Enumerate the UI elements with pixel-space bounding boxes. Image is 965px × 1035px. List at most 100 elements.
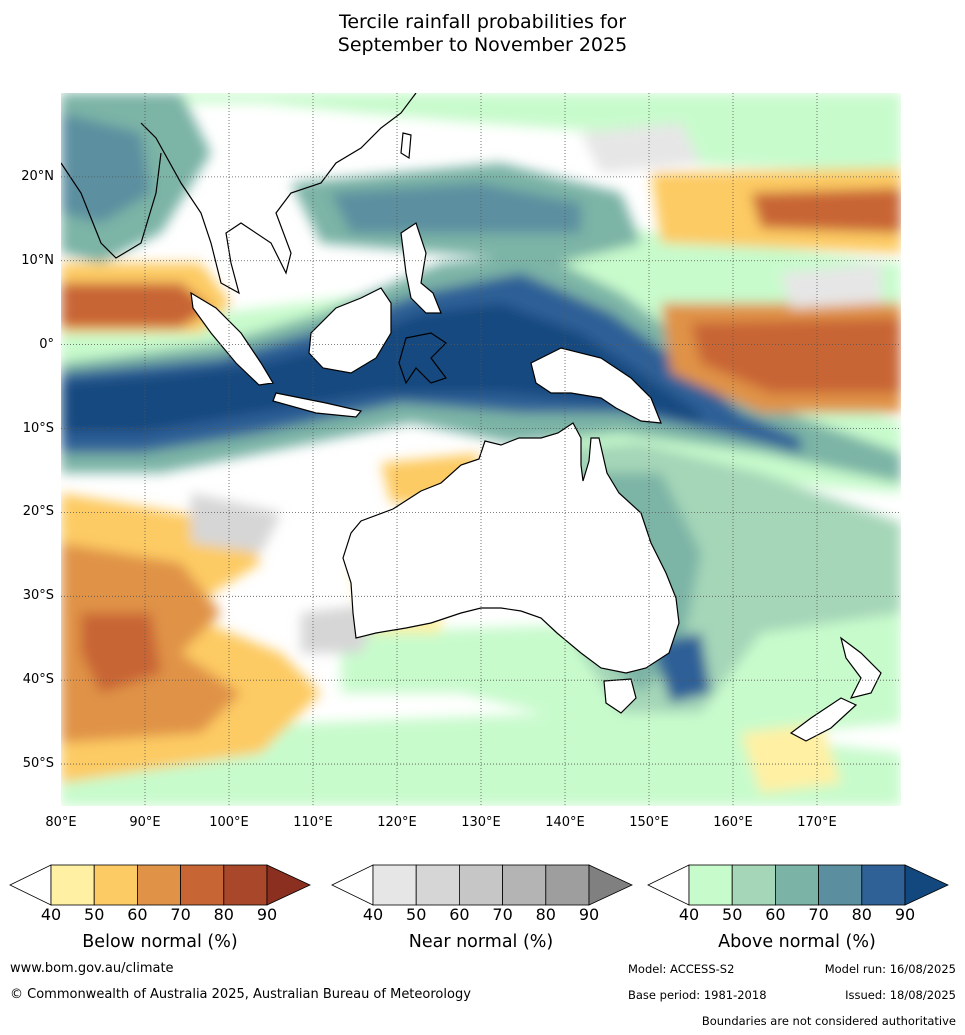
colorbar-tick-label: 50	[406, 905, 427, 924]
colorbar-segment	[545, 864, 590, 906]
longitude-label: 90°E	[129, 815, 161, 830]
latitude-label: 0°	[39, 336, 54, 352]
model-run-date: Model run: 16/08/2025	[824, 962, 956, 976]
new-zealand-south-coastline	[789, 697, 858, 742]
colorbar-tick-label: 70	[808, 905, 829, 924]
colorbar-segment	[861, 864, 906, 906]
latitude-label: 10°N	[21, 252, 54, 268]
colorbar-tick-label: 90	[894, 905, 916, 924]
latitude-label: 30°S	[22, 588, 54, 604]
field-above-70-south-china-sea	[331, 183, 581, 233]
taiwan-coastline	[400, 132, 412, 160]
asia-coastline	[140, 93, 417, 295]
sumatra-coastline	[190, 291, 274, 386]
latitude-label: 40°S	[22, 672, 54, 688]
probability-field	[61, 93, 901, 806]
australia-coastline	[342, 422, 680, 674]
longitude-label: 130°E	[461, 815, 501, 830]
colorbar-high-extension	[266, 864, 311, 906]
sulawesi-coastline	[398, 332, 447, 385]
above-normal-title: Above normal (%)	[718, 932, 876, 952]
colorbar-below-normal	[9, 864, 311, 906]
base-period: Base period: 1981-2018	[628, 988, 767, 1002]
graticule	[61, 93, 901, 806]
colorbar-tick-label: 50	[722, 905, 743, 924]
longitude-label: 110°E	[293, 815, 333, 830]
new-zealand-north-coastline	[840, 636, 882, 699]
colorbar-segment	[93, 864, 138, 906]
colorbar-segment	[223, 864, 268, 906]
rainfall-probability-map	[61, 93, 901, 806]
longitude-label: 170°E	[797, 815, 837, 830]
colorbar-tick-label: 40	[40, 905, 62, 924]
latitude-label: 20°S	[22, 504, 54, 520]
model-name: Model: ACCESS-S2	[628, 962, 735, 976]
field-near-40-north-pacific	[581, 123, 701, 173]
colorbar-tick-label: 50	[84, 905, 105, 924]
colorbar-segment	[774, 864, 819, 906]
field-below-70-west-indian-ocean	[81, 613, 161, 693]
colorbar-tick-label: 80	[213, 905, 234, 924]
near-normal-title: Near normal (%)	[408, 932, 554, 952]
colorbar-high-extension	[588, 864, 633, 906]
coastlines	[61, 93, 882, 742]
longitude-label: 100°E	[209, 815, 249, 830]
field-below-70-equatorial-pacific	[691, 318, 901, 393]
colorbar-tick-label: 90	[256, 905, 278, 924]
colorbar-tick-label: 60	[765, 905, 786, 924]
colorbar-tick-label: 70	[492, 905, 513, 924]
latitude-label: 50°S	[22, 756, 54, 772]
field-above-90-equatorial	[61, 303, 701, 433]
colorbar-segment	[50, 864, 95, 906]
colorbar-tick-label: 70	[170, 905, 191, 924]
boundaries-disclaimer: Boundaries are not considered authoritat…	[701, 1014, 956, 1028]
map-title-line1: Tercile rainfall probabilities for	[338, 11, 627, 33]
map-title-line2: September to November 2025	[337, 34, 628, 56]
longitude-label: 150°E	[629, 815, 669, 830]
colorbar-tick-label: 60	[449, 905, 470, 924]
java-coastline	[272, 392, 363, 418]
longitude-label: 80°E	[45, 815, 77, 830]
colorbar-tick-label: 40	[362, 905, 384, 924]
colorbar-above-normal	[647, 864, 949, 906]
map-canvas	[61, 93, 901, 806]
colorbar-tick-label: 90	[578, 905, 600, 924]
philippines-coastline	[400, 222, 442, 314]
colorbar-segment	[415, 864, 460, 906]
colorbar-high-extension	[904, 864, 949, 906]
latitude-label: 10°S	[22, 420, 54, 436]
colorbar-low-extension	[9, 864, 52, 906]
longitude-label: 160°E	[713, 815, 753, 830]
field-below-40-southern-ocean	[741, 723, 841, 793]
colorbar-segment	[502, 864, 547, 906]
colorbar-segment	[818, 864, 863, 906]
field-near-50-indian-ocean	[191, 493, 281, 553]
borneo-coastline	[308, 287, 392, 374]
colorbar-segment	[688, 864, 733, 906]
colorbar-tick-label: 60	[127, 905, 148, 924]
colorbar-tick-label: 80	[535, 905, 556, 924]
colorbar-segment	[136, 864, 181, 906]
colorbar-low-extension	[647, 864, 690, 906]
colorbar-tick-label: 80	[851, 905, 872, 924]
tasmania-coastline	[603, 678, 637, 714]
below-normal-title: Below normal (%)	[82, 932, 238, 952]
colorbar-low-extension	[331, 864, 374, 906]
longitude-label: 120°E	[377, 815, 417, 830]
copyright-text: © Commonwealth of Australia 2025, Austra…	[10, 987, 471, 1002]
colorbar-segment	[372, 864, 417, 906]
field-below-70-central-pacific	[751, 188, 901, 233]
colorbar-segment	[180, 864, 225, 906]
latitude-label: 20°N	[21, 168, 54, 184]
field-near-40-pacific-east	[781, 263, 881, 308]
colorbar-segment	[731, 864, 776, 906]
field-below-70-sumatra	[61, 283, 211, 328]
website-link[interactable]: www.bom.gov.au/climate	[10, 961, 174, 976]
colorbar-tick-label: 40	[678, 905, 700, 924]
field-above-70-northwest	[61, 113, 151, 223]
colorbar-near-normal	[331, 864, 633, 906]
longitude-label: 140°E	[545, 815, 585, 830]
colorbar-segment	[458, 864, 503, 906]
issued-date: Issued: 18/08/2025	[845, 988, 956, 1002]
new-guinea-coastline	[530, 347, 662, 424]
